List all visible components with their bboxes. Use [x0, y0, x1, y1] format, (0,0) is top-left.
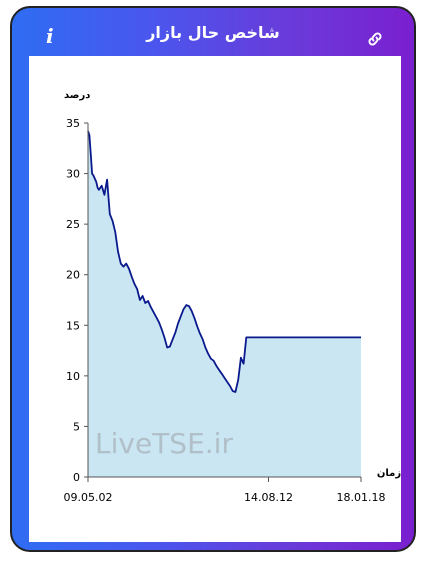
index-card: شاخص حال بازار i LiveTSE.ir 0 5 10 15 20 25 30… — [10, 6, 416, 552]
y-tick-label: 35 — [66, 117, 80, 130]
y-tick-label: 15 — [66, 319, 80, 332]
y-axis-label: درصد — [64, 90, 90, 101]
info-icon[interactable]: i — [46, 24, 54, 48]
x-tick-label: 09.05.02 — [64, 491, 113, 504]
y-tick-label: 20 — [66, 269, 80, 282]
x-tick-label: 14.08.12 — [244, 491, 293, 504]
y-tick-label: 5 — [73, 420, 80, 433]
link-icon[interactable] — [366, 30, 384, 48]
y-tick-label: 0 — [73, 471, 80, 484]
watermark: LiveTSE.ir — [95, 427, 233, 460]
y-tick-label: 10 — [66, 370, 80, 383]
card-title: شاخص حال بازار — [146, 22, 280, 42]
y-tick-label: 30 — [66, 168, 80, 181]
y-tick-label: 25 — [66, 218, 80, 231]
x-tick-label: 18.01.18 — [337, 491, 386, 504]
x-axis-label: زمان — [377, 468, 401, 479]
card-header: شاخص حال بازار i — [12, 8, 414, 56]
market-index-chart: LiveTSE.ir 0 5 10 15 20 25 30 35 09.05.02 14.08.1… — [64, 90, 402, 504]
series-line — [87, 130, 361, 393]
area-fill — [88, 131, 361, 477]
chart-panel: LiveTSE.ir 0 5 10 15 20 25 30 35 09.05.02 14.08.1… — [29, 56, 401, 542]
